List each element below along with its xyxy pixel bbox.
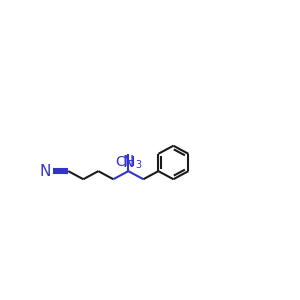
- Text: N: N: [123, 155, 134, 170]
- Text: CH$_3$: CH$_3$: [115, 155, 142, 171]
- Text: N: N: [39, 164, 51, 178]
